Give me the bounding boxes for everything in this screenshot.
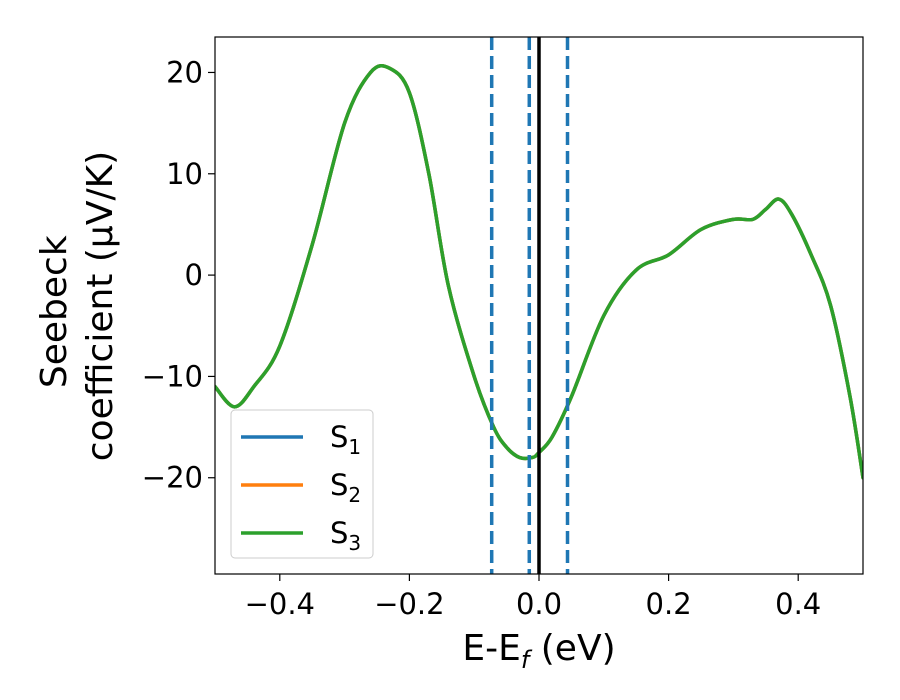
y-tick-label: 0 xyxy=(185,258,203,292)
x-axis-ticks: −0.4 −0.2 0.0 0.2 0.4 xyxy=(245,574,821,621)
y-axis-label-line1: Seebeck xyxy=(34,235,75,388)
vline-layer xyxy=(489,37,570,574)
series-line-s3 xyxy=(215,63,863,480)
legend-label-s2: S2 xyxy=(330,468,361,507)
y-tick-label: −20 xyxy=(142,461,203,495)
legend-label-s3: S3 xyxy=(330,516,361,555)
y-axis-ticks: 20 10 0 −10 −20 xyxy=(142,55,215,495)
y-tick-label: 20 xyxy=(166,55,203,89)
x-axis-label: E-Ef (eV) xyxy=(462,628,615,674)
x-tick-label: −0.4 xyxy=(245,587,315,621)
x-tick-label: 0.4 xyxy=(775,587,821,621)
x-tick-label: 0.2 xyxy=(646,587,692,621)
legend-label-s1: S1 xyxy=(330,420,361,459)
y-tick-label: −10 xyxy=(142,359,203,393)
y-axis-label: Seebeck coefficient (μV/K) xyxy=(34,151,121,461)
x-tick-label: 0.0 xyxy=(516,587,562,621)
legend: S1 S2 S3 xyxy=(230,409,374,559)
y-tick-label: 10 xyxy=(166,157,203,191)
series-layer xyxy=(215,63,863,480)
x-tick-label: −0.2 xyxy=(374,587,444,621)
y-axis-label-line2: coefficient (μV/K) xyxy=(80,151,121,461)
